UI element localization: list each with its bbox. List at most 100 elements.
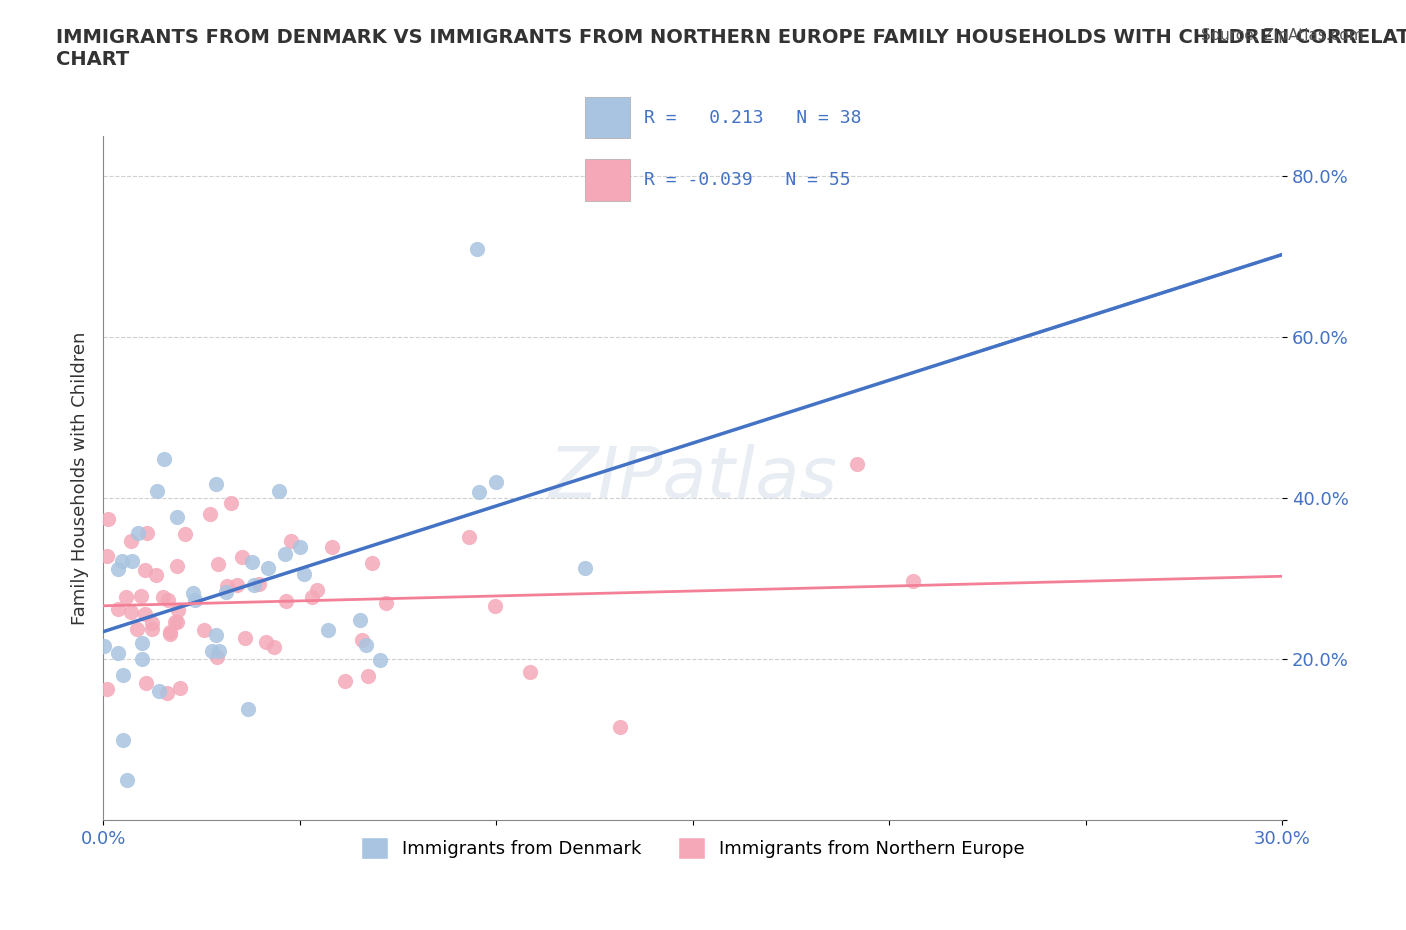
Point: [163, 615, 186, 630]
Point: [111, 732, 134, 747]
Point: [159, 624, 181, 639]
Point: [200, 507, 222, 522]
Point: [226, 578, 249, 592]
Point: [205, 649, 228, 664]
Point: [356, 637, 378, 652]
Point: [846, 457, 869, 472]
Point: [349, 613, 371, 628]
Text: Source: ZipAtlas.com: Source: ZipAtlas.com: [1201, 28, 1364, 43]
Point: [207, 557, 229, 572]
Point: [201, 644, 224, 658]
Point: [485, 474, 508, 489]
Point: [97, 512, 120, 526]
Point: [257, 561, 280, 576]
Point: [111, 668, 134, 683]
Point: [159, 627, 181, 642]
Point: [136, 526, 159, 541]
Point: [115, 773, 138, 788]
Point: [484, 598, 506, 613]
Point: [134, 563, 156, 578]
Point: [148, 684, 170, 698]
Point: [901, 574, 924, 589]
Point: [129, 589, 152, 604]
Point: [316, 623, 339, 638]
Point: [307, 583, 329, 598]
Point: [135, 676, 157, 691]
Point: [243, 578, 266, 592]
Point: [290, 539, 312, 554]
Text: IMMIGRANTS FROM DENMARK VS IMMIGRANTS FROM NORTHERN EUROPE FAMILY HOUSEHOLDS WIT: IMMIGRANTS FROM DENMARK VS IMMIGRANTS FR…: [56, 28, 1406, 69]
Point: [134, 606, 156, 621]
Point: [166, 614, 188, 629]
Point: [352, 632, 374, 647]
Point: [107, 562, 129, 577]
Point: [231, 550, 253, 565]
Point: [215, 578, 238, 593]
Point: [321, 539, 343, 554]
Point: [276, 594, 298, 609]
Text: R = -0.039   N = 55: R = -0.039 N = 55: [644, 171, 851, 189]
Point: [375, 595, 398, 610]
Point: [292, 567, 315, 582]
Point: [167, 603, 190, 618]
Point: [152, 590, 174, 604]
Point: [184, 592, 207, 607]
Y-axis label: Family Households with Children: Family Households with Children: [72, 331, 89, 625]
Point: [205, 477, 228, 492]
Point: [120, 534, 142, 549]
Point: [465, 241, 488, 256]
Bar: [585, 97, 630, 139]
Point: [141, 615, 163, 630]
Point: [181, 586, 204, 601]
Point: [370, 653, 392, 668]
Point: [107, 602, 129, 617]
Point: [169, 681, 191, 696]
Point: [574, 561, 596, 576]
Point: [360, 556, 382, 571]
Point: [166, 510, 188, 525]
Legend: Immigrants from Denmark, Immigrants from Northern Europe: Immigrants from Denmark, Immigrants from…: [353, 830, 1032, 866]
Point: [357, 669, 380, 684]
Point: [93, 638, 115, 653]
Point: [107, 645, 129, 660]
Point: [131, 636, 153, 651]
Point: [96, 549, 118, 564]
Text: R =   0.213   N = 38: R = 0.213 N = 38: [644, 109, 862, 126]
Point: [166, 559, 188, 574]
Point: [254, 634, 277, 649]
Point: [121, 553, 143, 568]
Point: [131, 652, 153, 667]
Point: [458, 530, 481, 545]
Point: [193, 622, 215, 637]
Point: [236, 701, 259, 716]
Point: [301, 590, 323, 604]
Point: [127, 622, 149, 637]
Point: [111, 553, 134, 568]
Point: [146, 484, 169, 498]
Bar: [585, 159, 630, 201]
Point: [274, 546, 297, 561]
Point: [609, 720, 631, 735]
Point: [519, 665, 541, 680]
Point: [152, 452, 174, 467]
Point: [333, 673, 356, 688]
Point: [120, 604, 142, 619]
Point: [247, 577, 270, 591]
Point: [263, 640, 285, 655]
Point: [145, 567, 167, 582]
Point: [156, 685, 179, 700]
Point: [115, 590, 138, 604]
Point: [205, 628, 228, 643]
Point: [240, 555, 263, 570]
Point: [219, 495, 242, 510]
Text: ZIPatlas: ZIPatlas: [548, 444, 837, 512]
Point: [174, 526, 197, 541]
Point: [157, 592, 180, 607]
Point: [127, 525, 149, 540]
Point: [215, 584, 238, 599]
Point: [269, 484, 291, 498]
Point: [96, 682, 118, 697]
Point: [141, 622, 163, 637]
Point: [468, 485, 491, 499]
Point: [235, 631, 257, 645]
